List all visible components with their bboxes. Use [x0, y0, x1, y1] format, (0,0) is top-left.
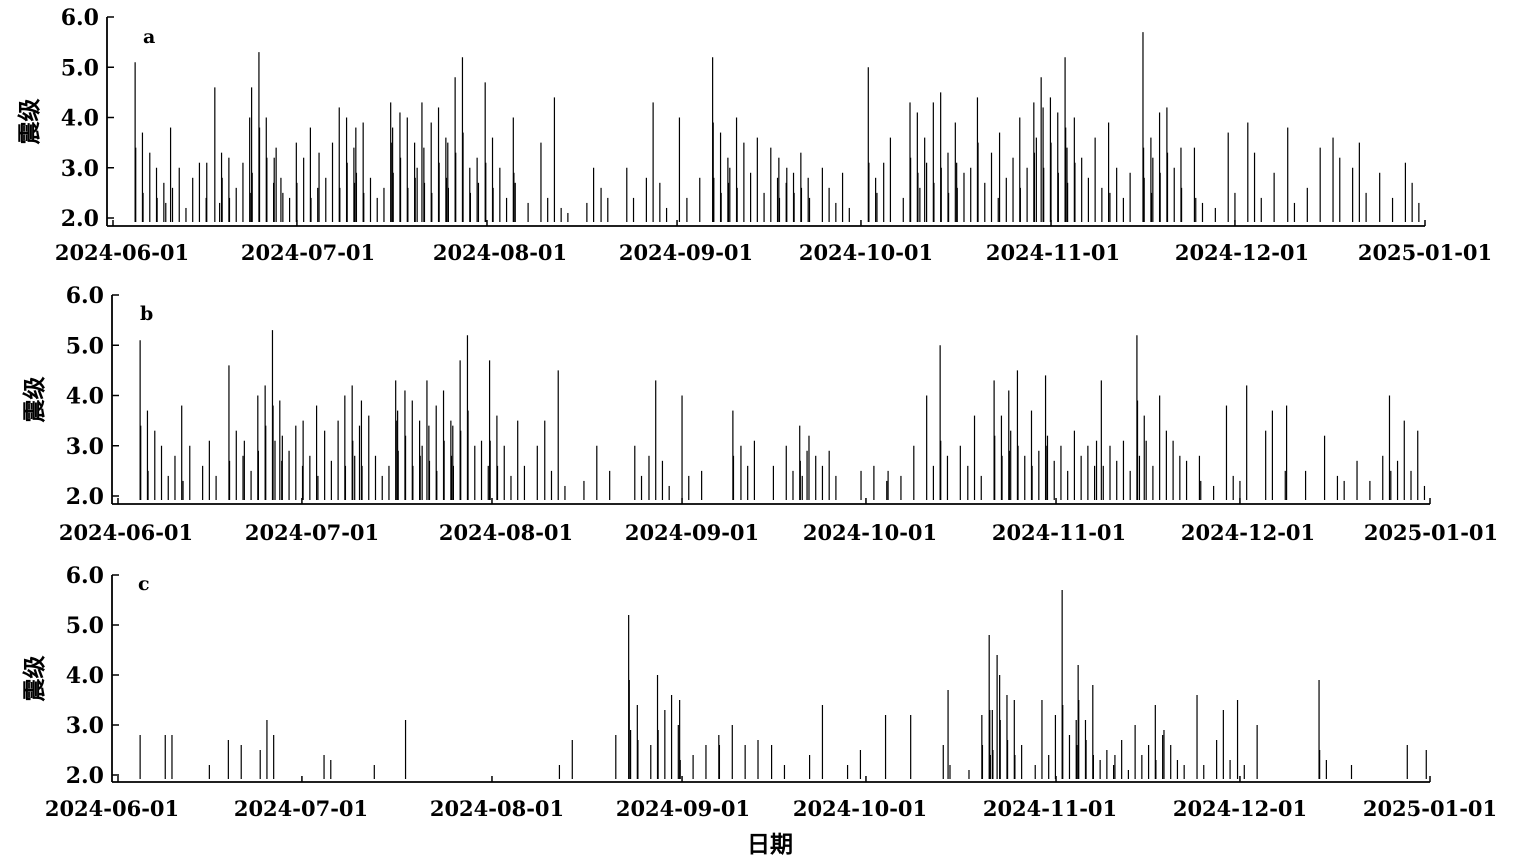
y-tick-label: 4.0 — [61, 106, 99, 132]
stem-series — [139, 330, 1426, 500]
stem-series — [139, 590, 1427, 779]
panel-letter: b — [140, 303, 153, 325]
y-tick-label: 6.0 — [66, 283, 104, 309]
x-tick-label: 2024-09-01 — [616, 796, 750, 821]
y-tick-label: 6.0 — [61, 5, 99, 31]
x-tick-label: 2024-07-01 — [234, 796, 368, 821]
y-axis-title: 震级 — [16, 99, 43, 145]
panel-letter: a — [143, 26, 155, 48]
x-tick-label: 2024-10-01 — [803, 520, 937, 545]
x-tick-label: 2024-10-01 — [793, 796, 927, 821]
y-tick-label: 2.0 — [66, 763, 104, 789]
x-tick-label: 2025-01-01 — [1364, 520, 1498, 545]
y-tick-label: 4.0 — [66, 663, 104, 689]
y-axis-title: 震级 — [21, 656, 48, 702]
x-tick-label: 2024-06-01 — [59, 520, 193, 545]
x-tick-label: 2024-12-01 — [1175, 240, 1309, 265]
y-tick-label: 4.0 — [66, 384, 104, 410]
x-tick-label: 2025-01-01 — [1363, 796, 1497, 821]
x-tick-label: 2024-11-01 — [983, 796, 1117, 821]
x-tick-label: 2024-12-01 — [1181, 520, 1315, 545]
x-axis-title: 日期 — [747, 832, 793, 858]
y-tick-label: 2.0 — [61, 206, 99, 232]
panel-b: 6.0 5.0 4.0 3.0 2.0 2024-06-01 2024-07-01 2024-… — [21, 283, 1498, 545]
x-tick-label: 2024-09-01 — [619, 240, 753, 265]
y-tick-label: 2.0 — [66, 484, 104, 510]
y-tick-label: 6.0 — [66, 563, 104, 589]
panel-letter: c — [138, 573, 150, 595]
y-tick-label: 3.0 — [61, 156, 99, 182]
x-tick-label: 2024-06-01 — [55, 240, 189, 265]
x-tick-label: 2025-01-01 — [1358, 240, 1492, 265]
x-tick-label: 2024-11-01 — [986, 240, 1120, 265]
x-tick-label: 2024-07-01 — [245, 520, 379, 545]
y-tick-label: 5.0 — [66, 613, 104, 639]
x-tick-label: 2024-11-01 — [992, 520, 1126, 545]
x-tick-label: 2024-12-01 — [1173, 796, 1307, 821]
y-tick-label: 5.0 — [66, 333, 104, 359]
y-axis-title: 震级 — [21, 377, 48, 423]
y-tick-label: 5.0 — [61, 55, 99, 81]
x-tick-label: 2024-08-01 — [439, 520, 573, 545]
y-tick-label: 3.0 — [66, 434, 104, 460]
x-tick-label: 2024-07-01 — [241, 240, 375, 265]
stem-series — [134, 32, 1420, 222]
x-tick-label: 2024-08-01 — [430, 796, 564, 821]
x-tick-label: 2024-09-01 — [625, 520, 759, 545]
panel-a: 6.0 5.0 4.0 3.0 2.0 2024-06-01 2024-07-01 2024-… — [16, 5, 1492, 265]
panel-c: 6.0 5.0 4.0 3.0 2.0 2024-06-01 2024-07-01 2024-… — [21, 563, 1497, 858]
y-tick-label: 3.0 — [66, 713, 104, 739]
x-tick-label: 2024-08-01 — [433, 240, 567, 265]
x-tick-label: 2024-10-01 — [799, 240, 933, 265]
x-tick-label: 2024-06-01 — [45, 796, 179, 821]
